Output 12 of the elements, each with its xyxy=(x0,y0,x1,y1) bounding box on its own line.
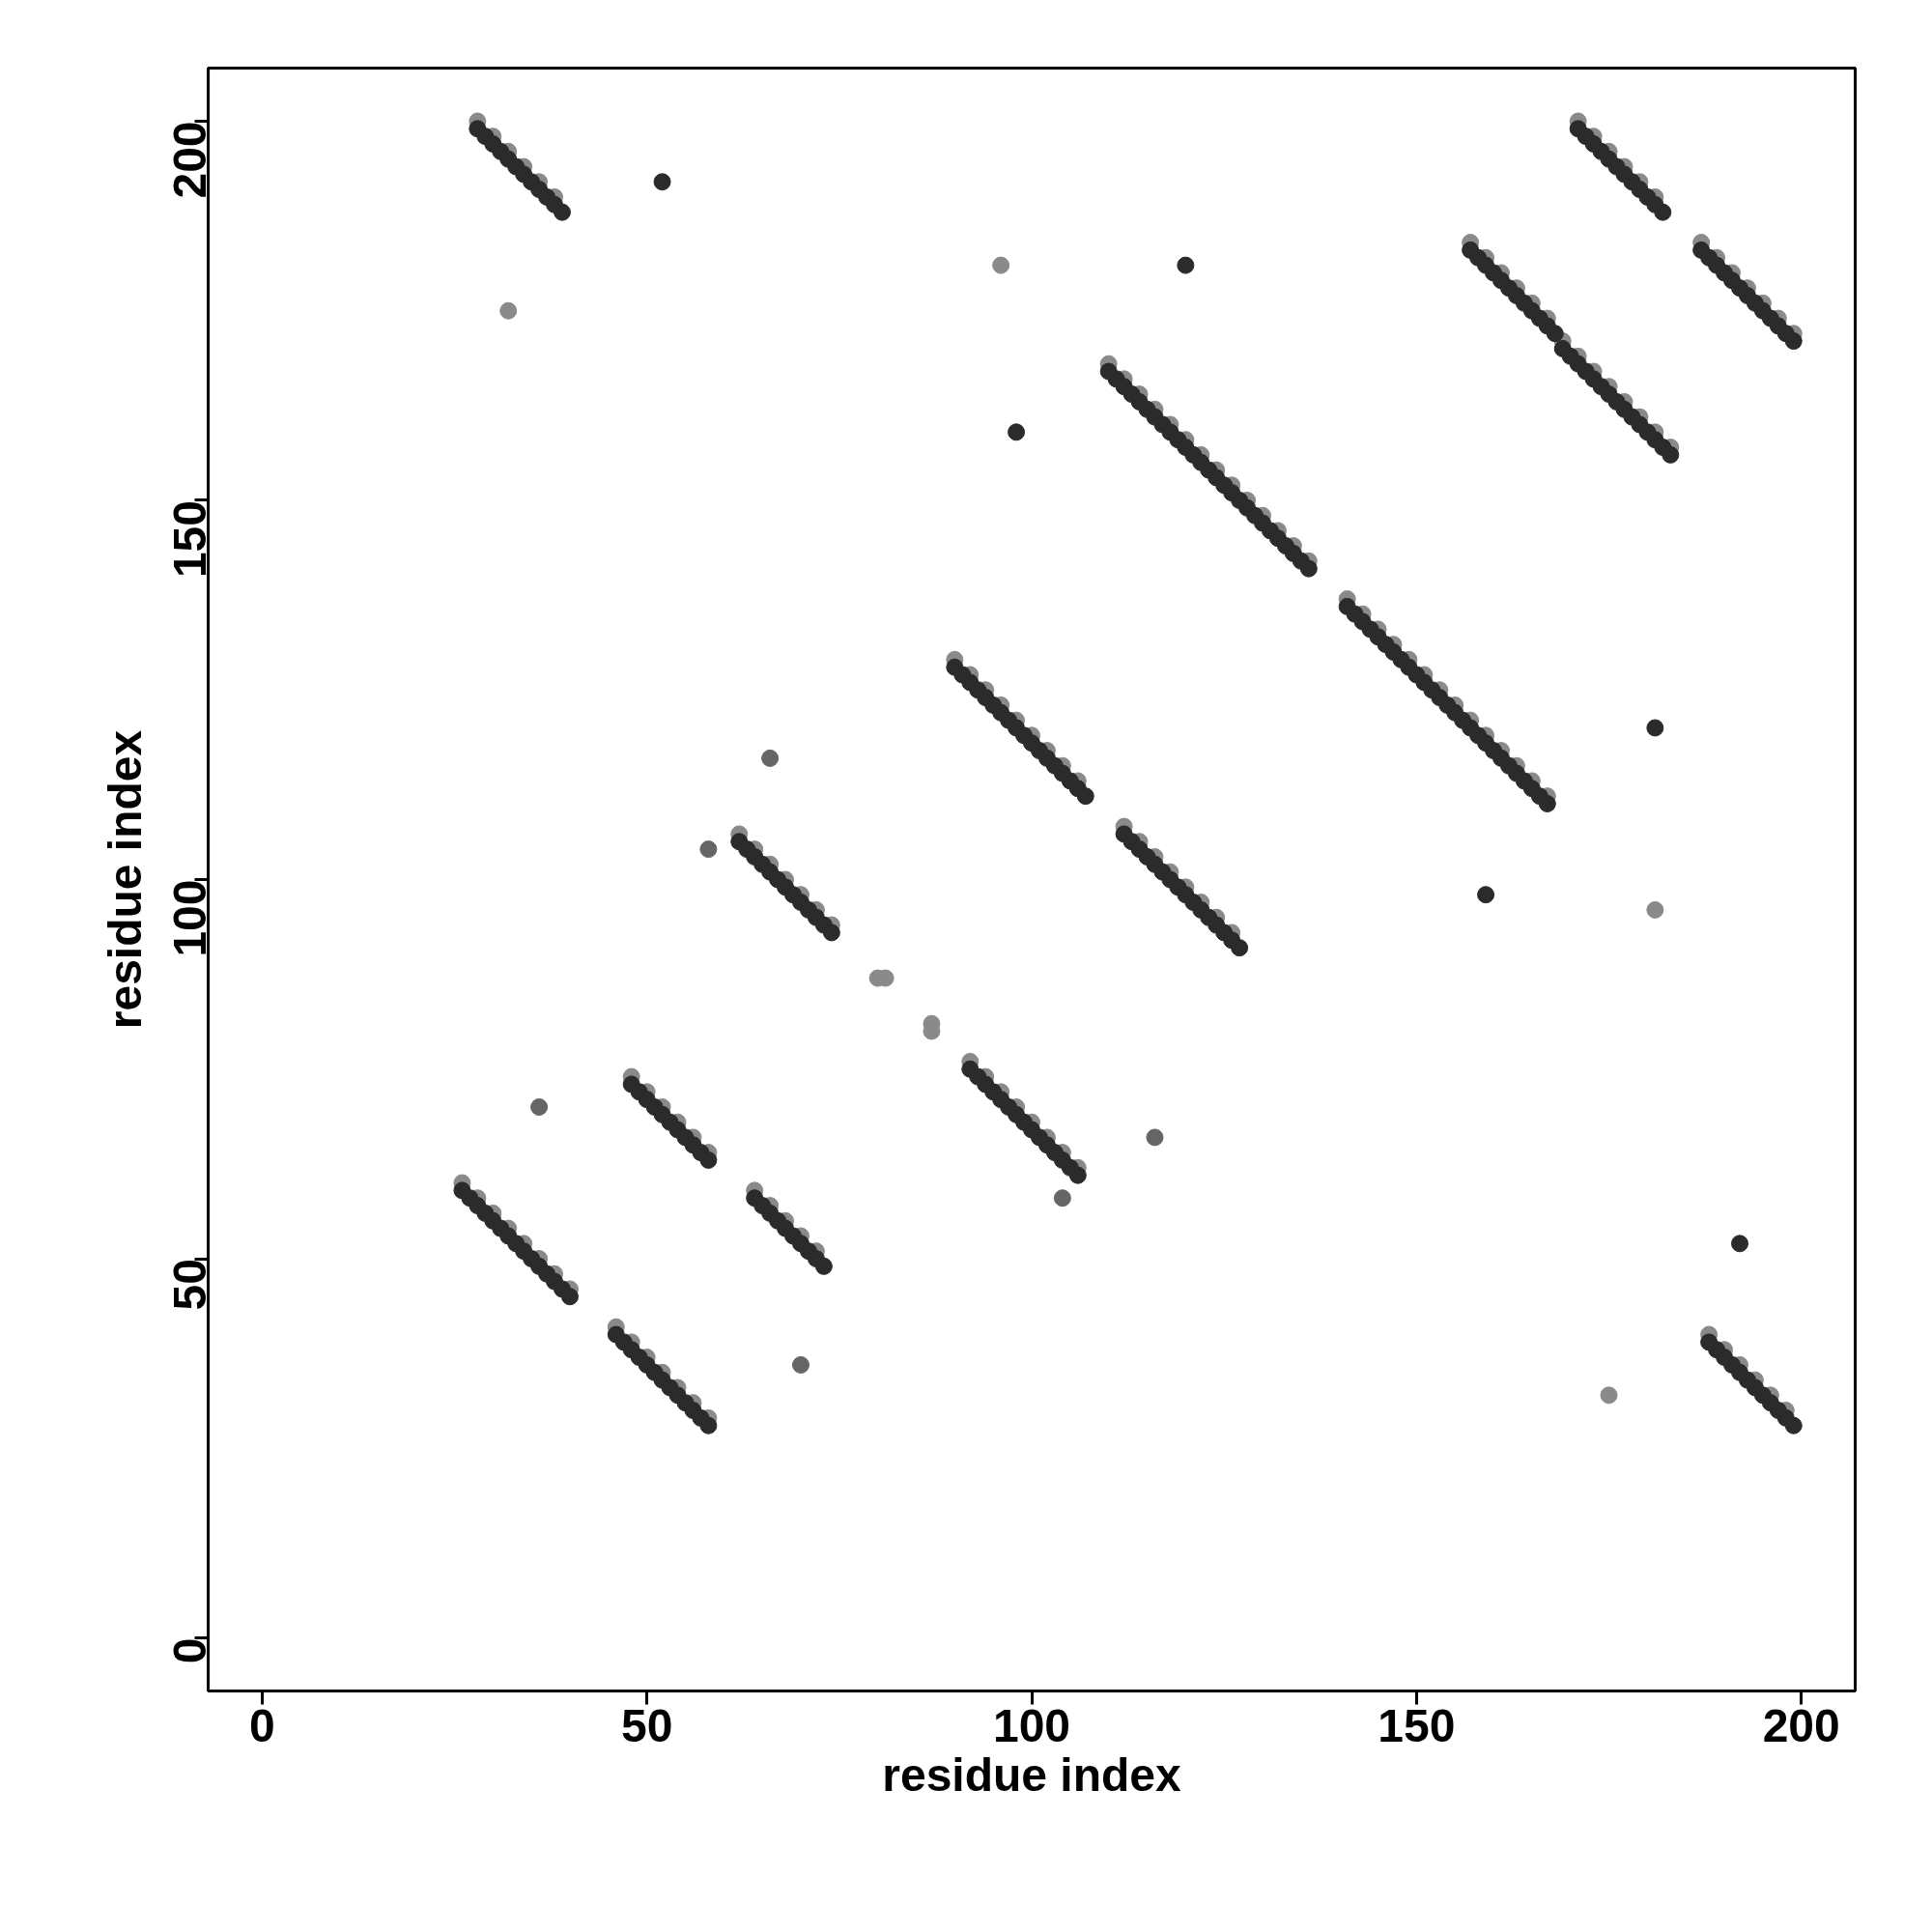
x-axis-title: residue index xyxy=(882,1748,1182,1801)
x-tick-label: 100 xyxy=(992,1699,1071,1751)
x-tick-label: 200 xyxy=(1762,1699,1840,1751)
y-tick-label: 150 xyxy=(164,499,215,579)
y-tick-label: 0 xyxy=(164,1637,215,1664)
y-tick-label: 100 xyxy=(164,879,215,957)
x-tick-label: 150 xyxy=(1378,1699,1456,1751)
y-tick-label: 200 xyxy=(164,121,215,199)
y-axis-title: residue index xyxy=(99,729,151,1030)
y-tick-label: 50 xyxy=(164,1259,215,1311)
x-tick-label: 50 xyxy=(620,1699,673,1751)
x-tick-label: 0 xyxy=(248,1699,275,1751)
